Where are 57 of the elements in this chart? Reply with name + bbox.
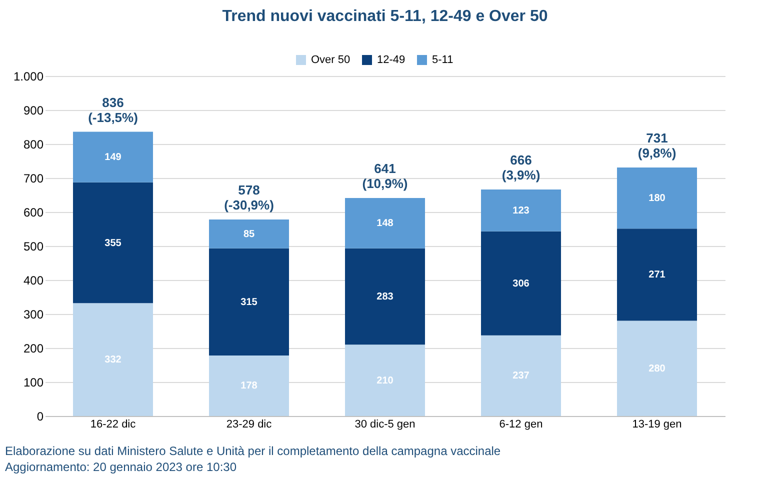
- data-label: 355: [104, 238, 122, 249]
- x-tick-label: 16-22 dic: [90, 418, 136, 430]
- data-label: 149: [104, 152, 122, 164]
- bar: [617, 320, 697, 416]
- total-label: 666 (3,9%): [502, 152, 540, 183]
- y-tick-label: 300: [23, 308, 44, 322]
- data-label: 271: [648, 270, 666, 281]
- y-tick-label: 900: [23, 104, 44, 118]
- y-tick-label: 600: [23, 206, 44, 220]
- bar: [481, 190, 561, 232]
- bar: [73, 182, 153, 304]
- bar: [73, 132, 153, 182]
- y-tick-label: 200: [23, 342, 44, 356]
- legend-label: 12-49: [377, 54, 406, 66]
- data-label: 148: [376, 218, 394, 230]
- x-tick-label: 6-12 gen: [499, 418, 543, 430]
- bar: [617, 228, 697, 321]
- legend-label: 5-11: [432, 54, 454, 66]
- y-tick-label: 0: [36, 410, 44, 424]
- data-label: 283: [376, 291, 394, 302]
- text: Aggiornamento: 20 gennaio 2023 ore 10:30: [5, 460, 237, 474]
- data-label: 306: [512, 278, 530, 290]
- y-tick-label: 800: [23, 138, 44, 152]
- data-label: 180: [648, 193, 666, 204]
- bar: [73, 303, 153, 416]
- x-tick-label: 30 dic-5 gen: [354, 418, 416, 430]
- y-tick-label: 700: [23, 172, 44, 186]
- y-tick-label: 500: [23, 240, 44, 254]
- total-label: 578 (-30,9%): [224, 182, 274, 212]
- y-tick-label: 400: [23, 274, 44, 288]
- bar: [481, 231, 561, 336]
- y-tick-label: 100: [23, 376, 44, 390]
- chart-title: Trend nuovi vaccinati 5-11, 12-49 e Over 50: [222, 8, 548, 25]
- bar: [209, 219, 289, 248]
- x-tick-label: 13-19 gen: [632, 418, 682, 430]
- legend-label: Over 50: [311, 54, 350, 66]
- bar: [345, 344, 425, 416]
- data-label: 280: [648, 363, 666, 374]
- text: Elaborazione su dati Ministero Salute e Unità per il completamento della campagna vaccinale: [5, 444, 501, 458]
- data-label: 85: [243, 228, 255, 240]
- data-label: 178: [240, 380, 258, 392]
- bar: [345, 198, 425, 248]
- y-tick-label: 1.000: [13, 70, 44, 84]
- bar: [209, 355, 289, 416]
- bar: [481, 335, 561, 416]
- total-label: 836 (-13,5%): [88, 94, 138, 125]
- data-label: 332: [104, 354, 122, 366]
- bar: [209, 248, 289, 356]
- data-label: 237: [512, 370, 530, 382]
- data-label: 123: [512, 205, 530, 216]
- data-label: 210: [376, 375, 394, 386]
- data-label: 315: [240, 296, 258, 308]
- total-label: 731 (9,8%): [638, 130, 676, 160]
- total-label: 641 (10,9%): [362, 161, 408, 192]
- bar: [345, 248, 425, 345]
- x-tick-label: 23-29 dic: [226, 418, 272, 430]
- bar: [617, 167, 697, 229]
